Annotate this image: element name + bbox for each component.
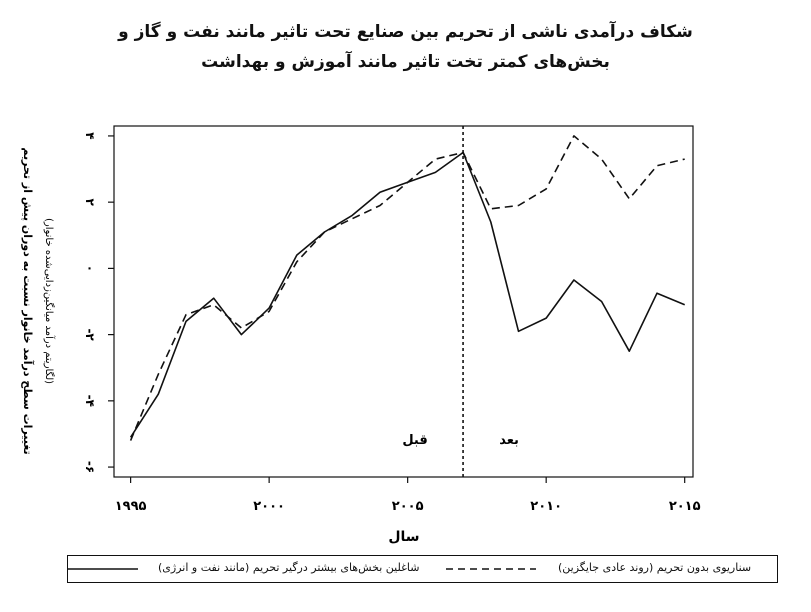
y-axis: -۶ -۴ -۲ ۰ ۲ ۴ [83,132,114,473]
chart-subtitle: بخش‌های کمتر تخت تاثیر مانند آموزش و بهد… [201,52,610,72]
y-tick-label: ۲ [83,198,97,206]
y-axis-sublabel: (لگاریتم درآمد میانگین‌زدایی‌شده خانوار) [43,218,56,384]
legend-label-counterfactual: سناریوی بدون تحریم (روند عادی جایگزین) [558,561,752,574]
x-axis: ۱۹۹۵ ۲۰۰۰ ۲۰۰۵ ۲۰۱۰ ۲۰۱۵ [115,477,701,514]
x-tick-label: ۱۹۹۵ [115,499,147,514]
series-line-sanctioned [129,151,686,438]
y-tick-label: ۴ [83,132,97,139]
x-tick-label: ۲۰۱۵ [669,499,701,514]
y-tick-label: ۰ [83,265,97,272]
y-tick-label: -۴ [83,395,97,407]
y-tick-label: -۶ [83,461,97,473]
x-tick-label: ۲۰۱۰ [530,499,562,514]
series-line-counterfactual [129,135,685,441]
chart-title: شکاف درآمدی ناشی از تحریم بین صنایع تحت … [118,22,693,42]
annotation-before: قبل [402,433,427,448]
x-tick-label: ۲۰۰۵ [392,499,424,514]
legend-label-sanctioned: شاغلین بخش‌های بیشتر درگیر تحریم (مانند … [158,561,420,574]
x-tick-label: ۲۰۰۰ [253,499,285,514]
annotation-after: بعد [499,433,519,448]
x-axis-label: سال [388,529,419,545]
chart-legend: شاغلین بخش‌های بیشتر درگیر تحریم (مانند … [67,555,778,583]
plot-area-frame [113,125,694,478]
y-tick-label: -۲ [83,328,97,341]
y-axis-label: تغییرات سطح درآمد خانوار نسبت به دوران پ… [21,147,35,454]
